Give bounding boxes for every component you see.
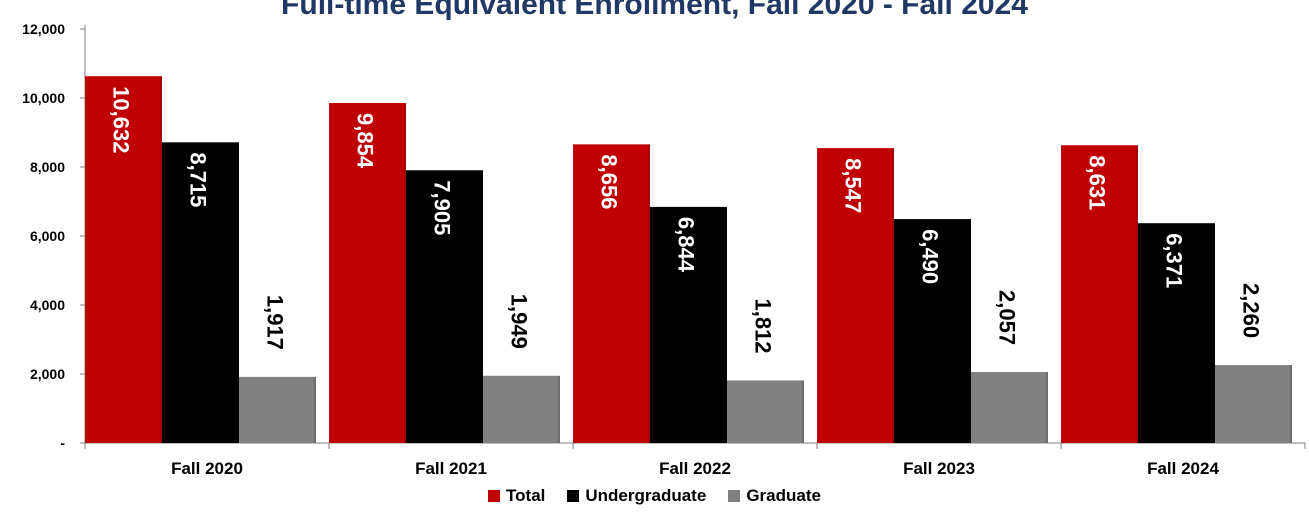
y-tick-label: 4,000 <box>30 297 65 313</box>
bar-shadow <box>969 219 971 443</box>
data-label: 2,260 <box>1239 283 1264 338</box>
data-label: 2,057 <box>995 290 1020 345</box>
legend-item-undergraduate: Undergraduate <box>567 486 706 506</box>
bar-shadow <box>481 170 483 443</box>
bar-total <box>1061 145 1138 443</box>
x-tick-label: Fall 2023 <box>903 459 975 478</box>
data-label: 1,917 <box>263 295 288 350</box>
data-label: 9,854 <box>353 113 378 169</box>
x-tick-label: Fall 2020 <box>171 459 243 478</box>
y-tick-label: 8,000 <box>30 159 65 175</box>
legend-swatch <box>488 490 501 502</box>
x-tick-label: Fall 2024 <box>1147 459 1219 478</box>
legend-swatch <box>728 490 741 502</box>
bar-undergraduate <box>894 219 971 443</box>
chart-legend: Total Undergraduate Graduate <box>0 486 1309 506</box>
bar-total <box>85 76 162 444</box>
legend-item-graduate: Graduate <box>728 486 821 506</box>
bar-shadow <box>1046 372 1048 443</box>
data-label: 8,656 <box>597 154 622 209</box>
bar-graduate <box>483 375 560 443</box>
bar-shadow <box>648 144 650 444</box>
bar-shadow <box>404 103 406 444</box>
bar-shadow <box>558 375 560 443</box>
data-label: 6,371 <box>1162 233 1187 288</box>
legend-swatch <box>567 490 580 502</box>
data-label: 10,632 <box>109 86 134 153</box>
x-tick-label: Fall 2022 <box>659 459 731 478</box>
bar-shadow <box>160 76 162 444</box>
data-label: 1,949 <box>507 294 532 349</box>
bar-graduate <box>971 372 1048 443</box>
bar-undergraduate <box>406 170 483 443</box>
bar-shadow <box>802 380 804 443</box>
bar-shadow <box>892 148 894 444</box>
bar-total <box>573 144 650 444</box>
bar-undergraduate <box>162 142 239 443</box>
chart-title: Full-time Equivalent Enrollment, Fall 20… <box>281 0 1028 21</box>
bar-shadow <box>725 206 727 443</box>
y-tick-label: 2,000 <box>30 366 65 382</box>
legend-label: Undergraduate <box>585 486 707 505</box>
data-label: 6,490 <box>918 229 943 284</box>
bar-graduate <box>239 376 316 443</box>
bar-undergraduate <box>650 206 727 443</box>
legend-item-total: Total <box>488 486 545 506</box>
y-tick-label: - <box>60 435 65 451</box>
y-tick-label: 12,000 <box>22 21 65 37</box>
bar-shadow <box>314 376 316 443</box>
legend-label: Graduate <box>746 486 821 505</box>
bar-graduate <box>1215 365 1292 443</box>
x-tick-label: Fall 2021 <box>415 459 487 478</box>
bar-total <box>817 148 894 444</box>
bar-total <box>329 103 406 444</box>
data-label: 1,812 <box>751 298 776 353</box>
y-tick-label: 10,000 <box>22 90 65 106</box>
bar-undergraduate <box>1138 223 1215 443</box>
data-label: 7,905 <box>430 180 455 235</box>
y-tick-label: 6,000 <box>30 228 65 244</box>
bar-shadow <box>1136 145 1138 443</box>
bar-graduate <box>727 380 804 443</box>
data-label: 8,547 <box>841 158 866 213</box>
data-label: 8,631 <box>1085 155 1110 210</box>
data-label: 6,844 <box>674 217 699 273</box>
data-label: 8,715 <box>186 152 211 207</box>
legend-label: Total <box>506 486 546 505</box>
bar-shadow <box>237 142 239 443</box>
bar-shadow <box>1213 223 1215 443</box>
bar-shadow <box>1290 365 1292 443</box>
